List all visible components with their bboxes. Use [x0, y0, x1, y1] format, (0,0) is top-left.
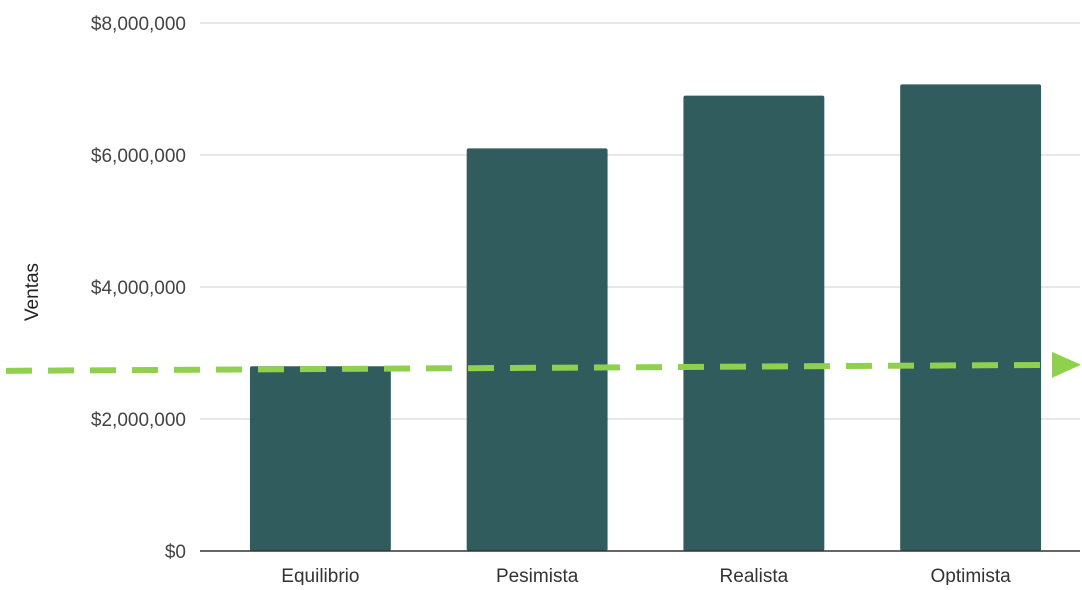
x-tick-labels: Equilibrio Pesimista Realista Optimista: [281, 566, 1012, 587]
dashed-line: [5, 361, 1053, 374]
y-tick-label: $8,000,000: [91, 14, 186, 35]
y-tick-label: $0: [165, 542, 186, 563]
x-tick-label: Equilibrio: [281, 566, 359, 585]
x-tick-label: Pesimista: [496, 566, 579, 585]
y-tick-label: $6,000,000: [91, 146, 186, 167]
y-tick-label: $4,000,000: [91, 278, 186, 299]
arrowhead: [1052, 351, 1081, 378]
x-tick-label: Optimista: [931, 566, 1012, 585]
x-tick-label: Realista: [720, 566, 789, 585]
y-tick-labels: $0 $2,000,000 $4,000,000 $6,000,000 $8,000,0…: [91, 14, 186, 563]
bar: [683, 95, 825, 551]
y-axis-label: Ventas: [22, 263, 43, 321]
bars: [249, 84, 1042, 551]
threshold-arrow: [5, 351, 1081, 378]
y-tick-label: $2,000,000: [91, 410, 186, 431]
bar: [466, 148, 608, 551]
bar: [900, 84, 1042, 551]
bar: [249, 366, 391, 551]
